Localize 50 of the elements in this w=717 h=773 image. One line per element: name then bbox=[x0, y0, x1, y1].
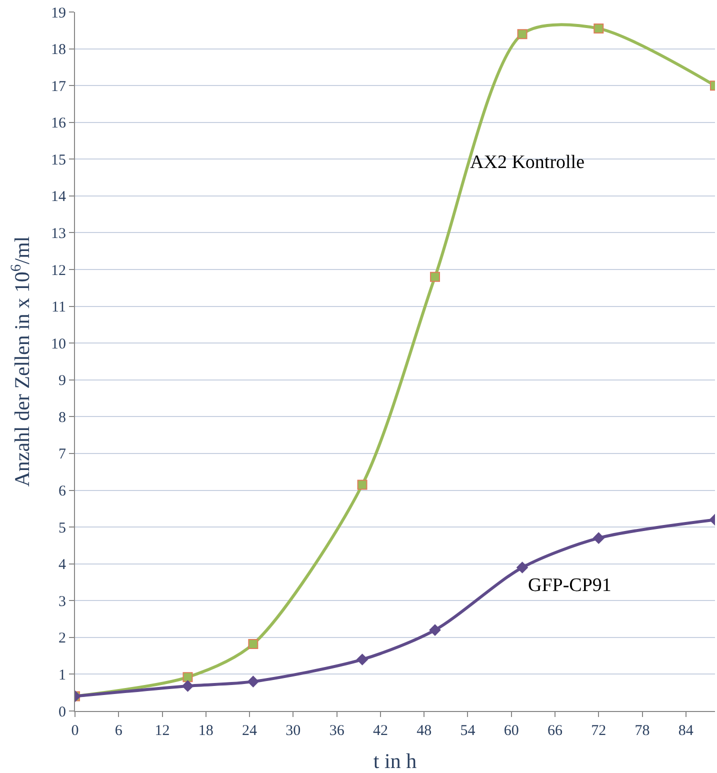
point bbox=[248, 639, 258, 650]
x-tick-label: 60 bbox=[504, 723, 519, 739]
y-tick-label: 11 bbox=[52, 300, 66, 316]
series-label: GFP-CP91 bbox=[528, 575, 612, 596]
y-tick-label: 16 bbox=[51, 116, 66, 132]
y-tick-label: 6 bbox=[58, 484, 66, 500]
y-tick-label: 13 bbox=[51, 226, 66, 242]
point bbox=[247, 676, 259, 688]
x-tick-label: 54 bbox=[460, 723, 476, 739]
y-tick-label: 0 bbox=[58, 704, 66, 720]
y-tick-label: 19 bbox=[51, 5, 66, 22]
y-tick-label: 4 bbox=[58, 557, 66, 574]
y-tick-label: 1 bbox=[58, 667, 66, 684]
x-tick-label: 6 bbox=[114, 723, 123, 739]
y-tick-label: 3 bbox=[58, 594, 66, 610]
point bbox=[182, 672, 193, 682]
series-label: AX2 Kontrolle bbox=[470, 152, 585, 173]
x-tick-label: 30 bbox=[286, 723, 301, 739]
point bbox=[182, 680, 194, 692]
point bbox=[430, 272, 440, 282]
point bbox=[517, 29, 528, 40]
point bbox=[356, 654, 368, 666]
x-tick-label: 72 bbox=[591, 723, 606, 739]
x-tick-label: 84 bbox=[678, 723, 694, 739]
x-tick-label: 78 bbox=[634, 723, 650, 739]
y-tick-label: 2 bbox=[58, 630, 66, 647]
y-tick-label: 17 bbox=[51, 78, 66, 95]
x-tick-label: 36 bbox=[329, 723, 345, 739]
y-tick-label: 10 bbox=[51, 336, 66, 352]
y-tick-label: 12 bbox=[51, 262, 66, 279]
y-tick-label: 15 bbox=[51, 152, 66, 168]
x-tick-label: 48 bbox=[416, 723, 432, 739]
y-tick-label: 5 bbox=[58, 520, 66, 536]
point bbox=[594, 24, 604, 34]
x-tick-label: 12 bbox=[154, 723, 170, 739]
x-axis-title: t in h bbox=[373, 749, 418, 773]
x-tick-label: 18 bbox=[198, 723, 214, 739]
point bbox=[592, 532, 604, 544]
point bbox=[429, 624, 441, 636]
point bbox=[357, 480, 368, 490]
x-tick-label: 66 bbox=[548, 723, 563, 739]
y-tick-label: 7 bbox=[58, 446, 66, 463]
y-tick-label: 18 bbox=[51, 42, 66, 58]
y-tick-label: 9 bbox=[58, 373, 66, 390]
x-tick-label: 0 bbox=[71, 723, 79, 739]
y-tick-label: 14 bbox=[51, 189, 66, 206]
y-tick-label: 8 bbox=[58, 410, 66, 426]
x-tick-label: 24 bbox=[242, 723, 258, 739]
x-tick-label: 42 bbox=[372, 723, 388, 739]
point bbox=[516, 562, 528, 574]
